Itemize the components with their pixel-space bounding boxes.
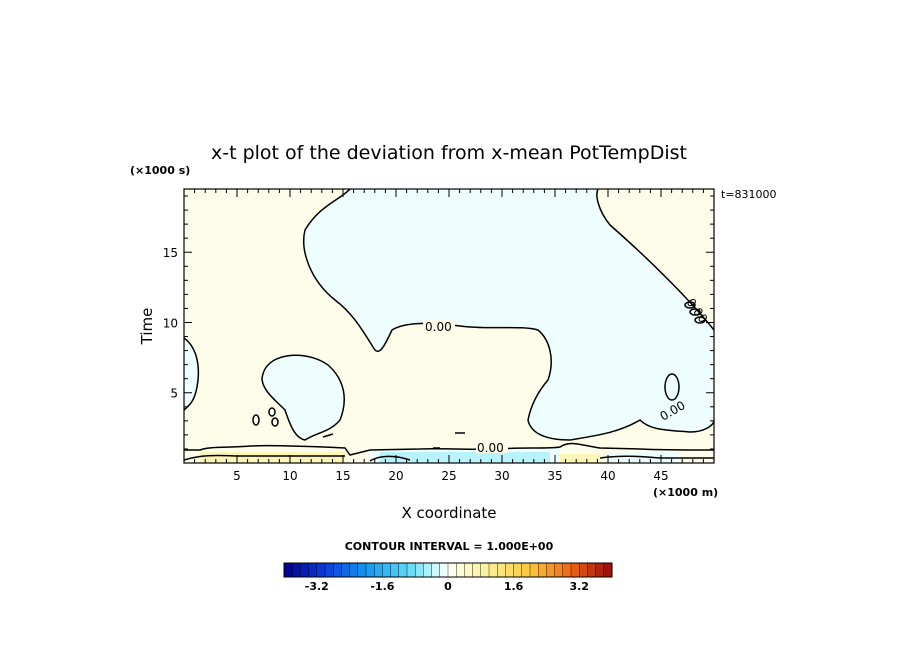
x-tick-label: 25 (441, 469, 456, 483)
colorbar-cell (513, 562, 523, 578)
colorbar-cell (595, 562, 605, 578)
colorbar-cell (546, 562, 556, 578)
negative-region-upper (303, 189, 714, 440)
strong-negative-band (380, 452, 550, 463)
colorbar-cell (431, 562, 441, 578)
colorbar-cell (415, 562, 424, 578)
colorbar-cell (349, 562, 359, 578)
colorbar-cell (456, 562, 465, 578)
colorbar-tick-label: -3.2 (305, 580, 329, 593)
colorbar-cell (521, 562, 531, 578)
colorbar-cell (570, 562, 580, 578)
y-unit-label: (×1000 s) (130, 164, 190, 177)
contour-small-dash-3 (322, 433, 334, 438)
contour-bottom-lower (184, 454, 714, 462)
contour-dot-3 (694, 316, 706, 324)
contour-label-bg-2 (476, 441, 508, 453)
chart-title: x-t plot of the deviation from x-mean Po… (211, 142, 687, 164)
contour-interval-note: CONTOUR INTERVAL = 1.000E+00 (345, 540, 554, 553)
colorbar-cell (292, 562, 301, 578)
colorbar-cell (316, 562, 326, 578)
x-unit-label: (×1000 m) (653, 486, 718, 499)
colorbar-cell (374, 562, 383, 578)
colorbar-cell (357, 562, 367, 578)
contour-label-upper: 0.00 (425, 320, 452, 334)
colorbar-labels: -3.2 -1.6 0 1.6 3.2 (305, 580, 589, 593)
colorbar-cell (488, 562, 498, 578)
plot-area: 0.00 0.00 0.00 0.00 5 10 15 20 25 30 35 40 45 51… (163, 188, 715, 483)
contour-dot-1 (684, 301, 696, 309)
contour-left-edge (184, 337, 200, 411)
contour-ellipse-right (664, 373, 680, 401)
contour-upper (303, 189, 714, 441)
negative-region-left-blob (262, 355, 345, 440)
colorbar-cell (308, 562, 318, 578)
colorbar-cell (480, 562, 490, 578)
x-tick-label: 35 (547, 469, 562, 483)
contour-dot-2 (689, 308, 701, 316)
colorbar-cell (365, 562, 375, 578)
time-stamp: t=831000 (721, 188, 777, 201)
colorbar-cell (529, 562, 539, 578)
y-axis-ticks: 5 10 15 (163, 246, 714, 401)
y-axis-label: Time (138, 308, 156, 346)
negative-region-left-edge (184, 338, 199, 410)
colorbar-cell (341, 562, 351, 578)
colorbar-cell (587, 562, 597, 578)
contour-label-bottom: 0.00 (477, 441, 504, 455)
x-axis-ticks: 5 10 15 20 25 30 35 40 45 (233, 189, 669, 483)
y-tick-label: 10 (163, 316, 178, 330)
colorbar-cell (464, 562, 474, 578)
colorbar-cell (382, 562, 392, 578)
colorbar-cell (390, 562, 400, 578)
x-tick-label: 20 (388, 469, 403, 483)
x-tick-label: 5 (233, 469, 241, 483)
contour-left-blob (261, 354, 345, 441)
colorbar-cell (324, 562, 334, 578)
x-tick-label: 15 (335, 469, 350, 483)
strong-positive-band-right (560, 454, 600, 463)
colorbar-cell (562, 562, 572, 578)
colorbar-cell (447, 562, 457, 578)
colorbar-cell (497, 562, 506, 578)
colorbar-tick-label: -1.6 (370, 580, 394, 593)
colorbar-cell (472, 562, 482, 578)
colorbar-cell (406, 562, 416, 578)
colorbar-cell (300, 562, 310, 578)
colorbar-frame (283, 562, 613, 578)
x-tick-label: 45 (653, 469, 668, 483)
colorbar-cell (423, 562, 433, 578)
y-tick-label: 15 (163, 246, 178, 260)
contour-dot-5 (271, 417, 279, 427)
colorbar-cell (283, 562, 293, 578)
x-tick-label: 40 (600, 469, 615, 483)
colorbar-cell (398, 562, 408, 578)
colorbar-cell (579, 562, 588, 578)
colorbar-cell (554, 562, 564, 578)
colorbar-cell (439, 562, 449, 578)
colorbar-cell (505, 562, 515, 578)
x-axis-label: X coordinate (401, 504, 496, 522)
contour-label-bg-1 (423, 320, 455, 332)
colorbar-tick-label: 0 (444, 580, 452, 593)
contour-dot-4 (268, 407, 276, 417)
y-tick-label: 5 (170, 387, 178, 401)
colorbar-tick-label: 3.2 (569, 580, 589, 593)
colorbar (283, 562, 613, 578)
x-tick-label: 30 (494, 469, 509, 483)
minor-ticks (184, 189, 714, 463)
x-tick-label: 10 (282, 469, 297, 483)
colorbar-cell (333, 562, 342, 578)
colorbar-cell (603, 562, 613, 578)
strong-positive-band (200, 452, 345, 463)
contour-dot-6 (252, 414, 260, 426)
colorbar-cell (538, 562, 547, 578)
colorbar-tick-label: 1.6 (504, 580, 524, 593)
